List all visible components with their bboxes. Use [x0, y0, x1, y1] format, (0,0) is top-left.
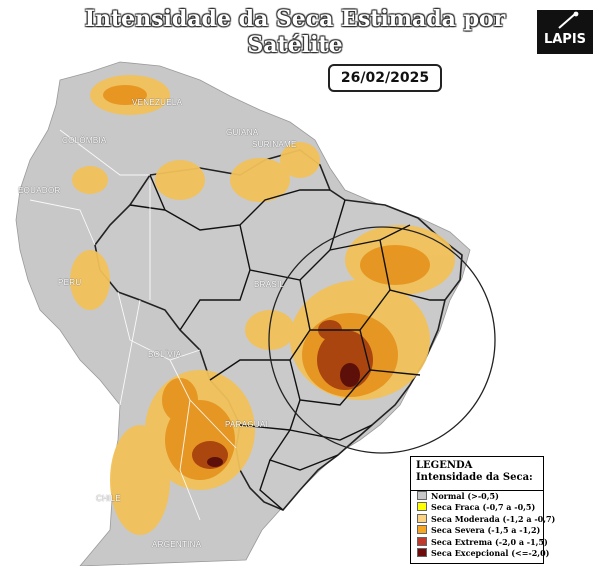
label-colombia: COLÔMBIA — [62, 136, 107, 145]
legend-swatch — [417, 491, 427, 500]
label-argentina: ARGENTINA — [152, 540, 202, 549]
legend-swatch — [417, 502, 427, 512]
label-equador: EQUADOR — [18, 186, 61, 195]
label-peru: PERU — [58, 278, 82, 287]
legend-title: LEGENDA — [416, 460, 473, 471]
legend-item-seca-moderada: Seca Moderada (-1,2 a -0,7) — [411, 513, 555, 525]
legend-item-seca-extrema: Seca Extrema (-2,0 a -1,5) — [411, 536, 548, 548]
legend-label: Seca Excepcional (<=-2,0) — [431, 547, 550, 558]
map-date: 26/02/2025 — [328, 64, 442, 92]
drought-exceptional-patches — [207, 363, 360, 467]
legend-subtitle: Intensidade da Seca: — [416, 472, 533, 483]
label-guiana: GUIANA — [226, 128, 259, 137]
lapis-logo: LAPIS — [537, 10, 593, 54]
logo-text: LAPIS — [543, 32, 587, 47]
map-title: Intensidade da Seca Estimada por Satélit… — [84, 6, 506, 58]
legend-swatch — [417, 547, 427, 557]
legend-box: LEGENDA Intensidade da Seca: Normal (>-0… — [410, 456, 555, 564]
legend-swatch — [417, 536, 427, 546]
legend-label: Seca Fraca (-0,7 a -0,5) — [431, 502, 536, 513]
label-brasil: BRASIL — [254, 280, 285, 289]
legend-swatch — [417, 513, 427, 523]
label-bolivia: BOLÍVIA — [148, 350, 182, 359]
satellite-icon — [558, 11, 579, 29]
legend-swatch — [417, 525, 427, 535]
label-chile: CHILE — [96, 494, 122, 503]
legend-item-normal: Normal (>-0,5) — [411, 491, 543, 502]
label-paraguai: PARAGUAI — [225, 420, 269, 429]
legend-item-seca-severa: Seca Severa (-1,5 a -1,2) — [411, 525, 543, 536]
focus-circle — [268, 226, 496, 454]
label-suriname: SURINAME — [252, 140, 297, 149]
legend-item-seca-excepcional: Seca Excepcional (<=-2,0) — [411, 547, 549, 559]
legend-label: Seca Severa (-1,5 a -1,2) — [431, 525, 541, 536]
legend-item-seca-fraca: Seca Fraca (-0,7 a -0,5) — [411, 502, 543, 513]
legend-label: Normal (>-0,5) — [431, 491, 499, 501]
legend-label: Seca Extrema (-2,0 a -1,5) — [431, 536, 548, 547]
country-borders — [29, 129, 237, 521]
state-borders — [129, 174, 445, 511]
legend-label: Seca Moderada (-1,2 a -0,7) — [431, 513, 556, 524]
label-venezuela: VENEZUELA — [132, 98, 183, 107]
legend-items: Normal (>-0,5) Seca Fraca (-0,7 a -0,5) … — [411, 490, 555, 563]
